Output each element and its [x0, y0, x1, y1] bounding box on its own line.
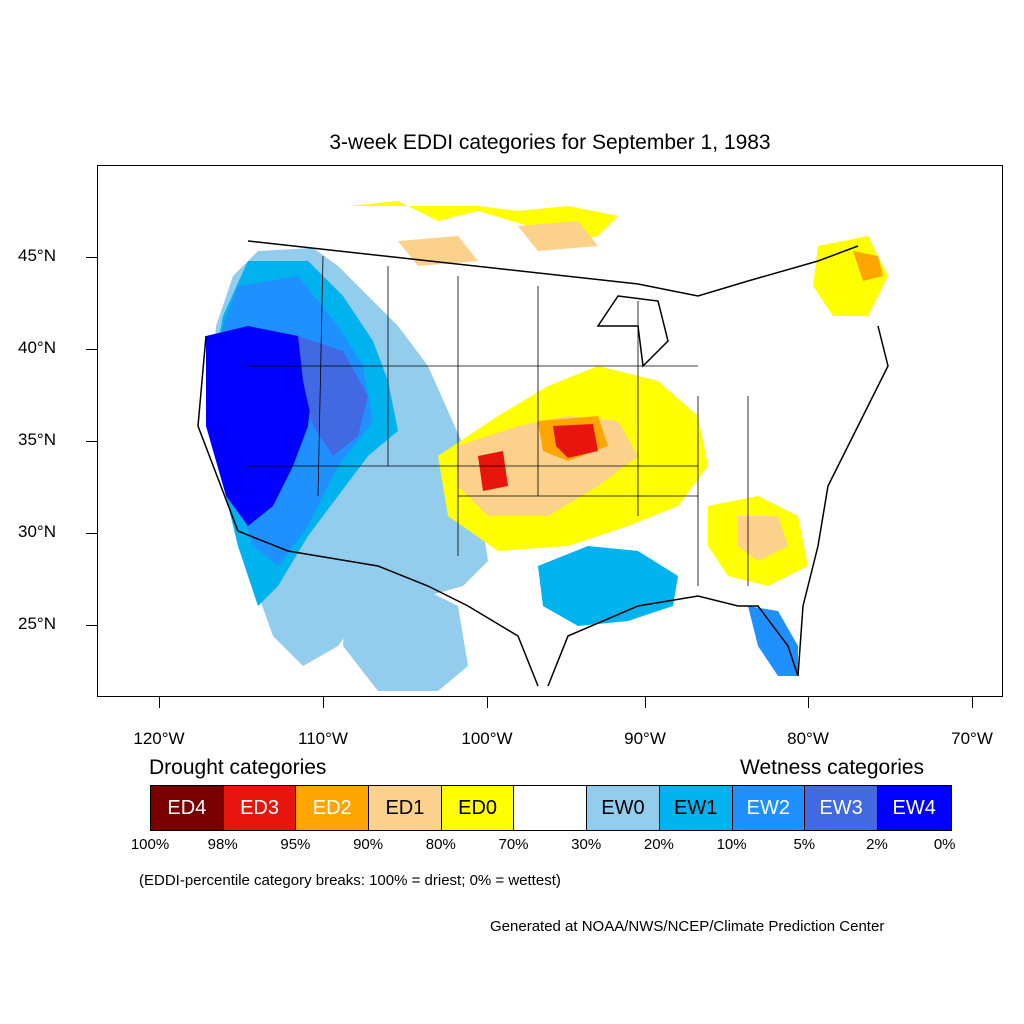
lon-label-90: 90°W	[624, 729, 666, 748]
lat-label-40: 40°N	[18, 338, 56, 357]
legend-percentile: 95%	[280, 836, 311, 853]
legend-note: (EDDI-percentile category breaks: 100% =…	[139, 872, 561, 889]
legend-percentile: 80%	[425, 836, 456, 853]
dry-region-ks	[553, 424, 598, 458]
legend-box-ew1: EW1	[659, 786, 733, 830]
legend-percentile: 98%	[207, 836, 238, 853]
legend-box-ed4: ED4	[151, 786, 224, 830]
lon-label-70: 70°W	[951, 729, 993, 748]
legend-box-ed1: ED1	[369, 786, 442, 830]
lat-label-25: 25°N	[18, 614, 56, 633]
state-lines	[248, 255, 749, 586]
lon-tick	[645, 697, 646, 708]
legend-percentile: 70%	[498, 836, 529, 853]
legend-box-ew4: EW4	[877, 786, 951, 830]
dry-region-northeast-ed2	[853, 251, 883, 281]
lat-tick	[86, 349, 97, 350]
legend-box-ew2: EW2	[732, 786, 806, 830]
legend-box-ew3: EW3	[805, 786, 878, 830]
lon-tick	[159, 697, 160, 708]
wet-region-florida	[748, 606, 798, 676]
legend-percentile: 100%	[130, 836, 170, 853]
dry-region-north-ed1	[398, 236, 478, 266]
wet-region-tx	[343, 576, 468, 691]
lat-label-30: 30°N	[18, 522, 56, 541]
legend-box-ed0: ED0	[441, 786, 515, 830]
eddi-map	[97, 165, 1003, 697]
legend-percentile: 20%	[643, 836, 674, 853]
lat-tick	[86, 533, 97, 534]
wet-region-west-ew4	[206, 326, 313, 526]
lon-label-120: 120°W	[133, 729, 185, 748]
map-title: 3-week EDDI categories for September 1, …	[329, 131, 771, 154]
lat-tick	[86, 441, 97, 442]
legend-box-neutral	[514, 786, 588, 830]
us-border	[197, 240, 889, 687]
legend-color-bar: ED4 ED3 ED2 ED1 ED0 EW0 EW1 EW2 EW3 EW4	[150, 785, 952, 831]
legend-percentile: 10%	[716, 836, 747, 853]
lat-label-35: 35°N	[18, 430, 56, 449]
credit-line: Generated at NOAA/NWS/NCEP/Climate Predi…	[490, 918, 885, 935]
dry-region-north-ed1b	[518, 221, 598, 251]
lon-tick	[487, 697, 488, 708]
wet-region-gulf	[538, 546, 678, 626]
great-lakes	[596, 295, 669, 368]
dry-region-ok	[478, 451, 508, 491]
lon-tick	[972, 697, 973, 708]
legend-percentile: 2%	[866, 836, 888, 853]
lat-tick	[86, 625, 97, 626]
legend-box-ew0: EW0	[587, 786, 660, 830]
drought-heading: Drought categories	[149, 756, 327, 779]
lat-tick	[86, 257, 97, 258]
legend-percentile: 30%	[571, 836, 602, 853]
legend-percentile: 5%	[793, 836, 816, 853]
lon-label-100: 100°W	[461, 729, 513, 748]
dry-region-southeast-ed1	[738, 516, 788, 561]
map-canvas	[197, 201, 889, 691]
legend-box-ed3: ED3	[223, 786, 297, 830]
lon-tick	[323, 697, 324, 708]
lat-label-45: 45°N	[18, 246, 56, 265]
lon-label-110: 110°W	[298, 729, 348, 748]
legend-box-ed2: ED2	[296, 786, 370, 830]
lon-tick	[808, 697, 809, 708]
legend-percentile: 0%	[933, 836, 956, 853]
wetness-heading: Wetness categories	[740, 756, 925, 779]
lon-label-80: 80°W	[787, 729, 829, 748]
legend-percentile: 90%	[353, 836, 384, 853]
